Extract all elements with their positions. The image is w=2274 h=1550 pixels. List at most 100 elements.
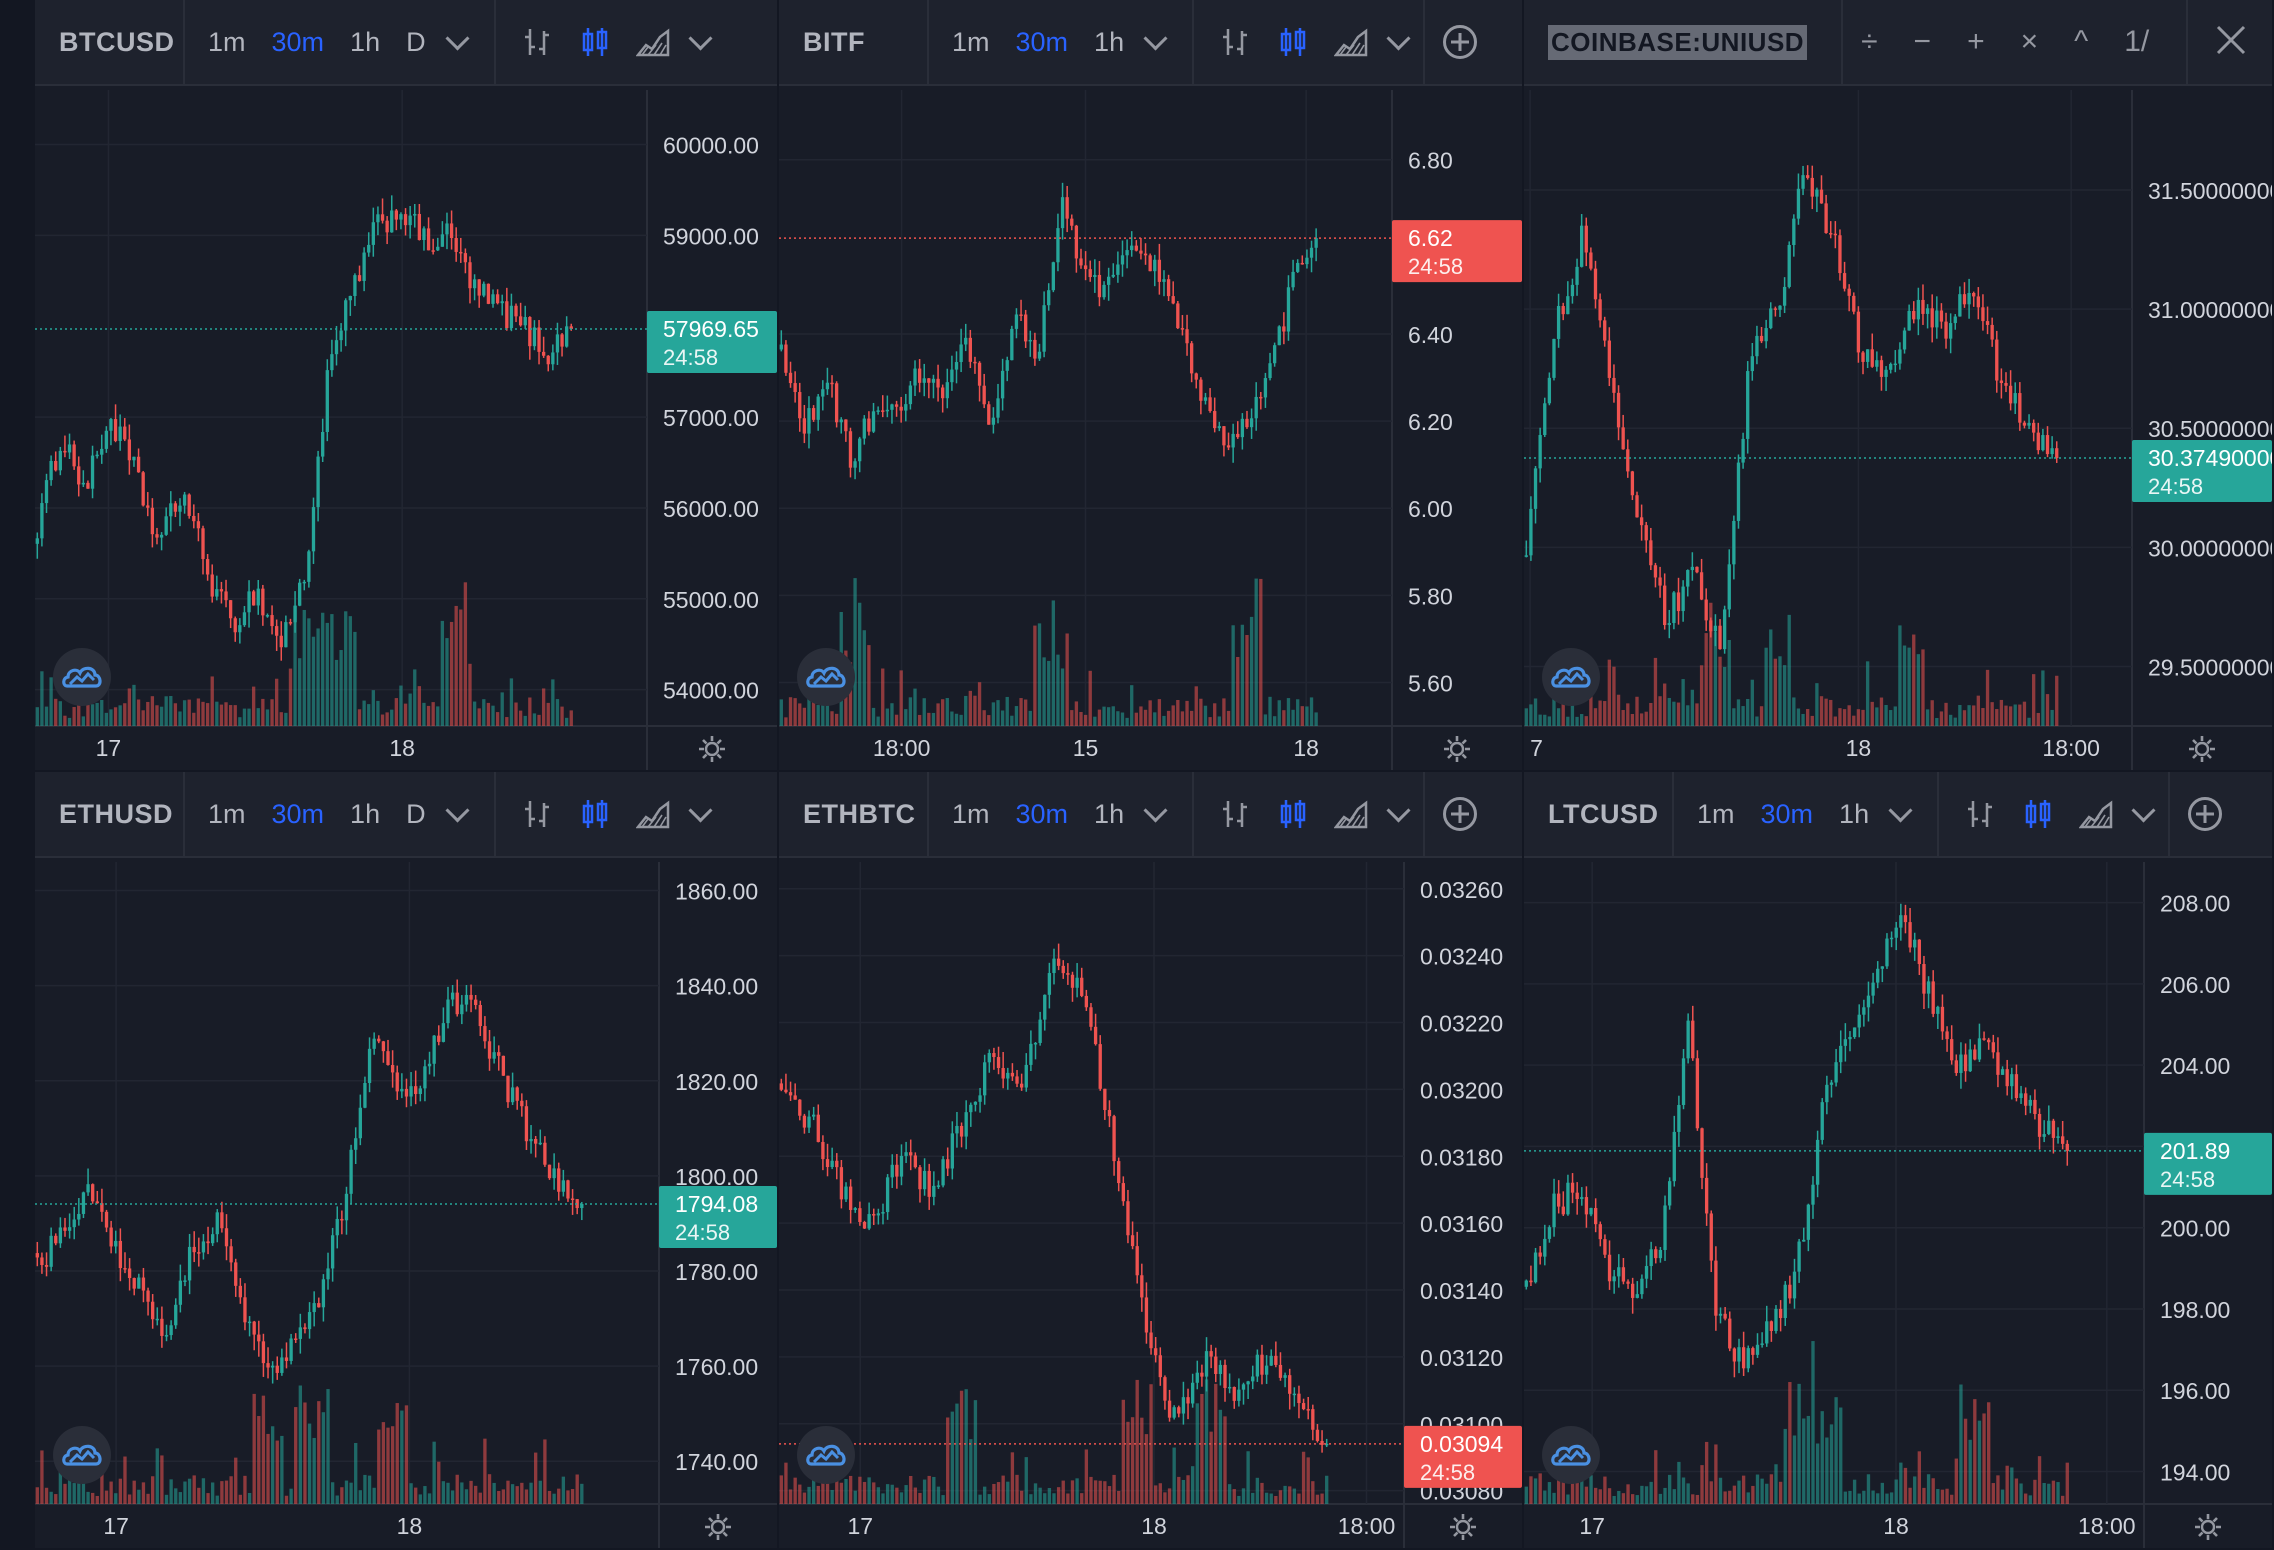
timeframe-30m[interactable]: 30m — [271, 26, 325, 57]
timeframe-30m[interactable]: 30m — [271, 798, 325, 829]
chevron-down-icon[interactable] — [445, 25, 470, 51]
chart-panel-bitf[interactable]: BITF 1m 30m 1h 6.80 6.40 6.20 6.00 5.80 5.60 18:00… — [779, 0, 1522, 770]
bars-icon[interactable] — [520, 25, 554, 59]
chevron-down-icon[interactable] — [1143, 25, 1168, 51]
chevron-down-icon[interactable] — [445, 797, 470, 823]
volume-bar — [1700, 1465, 1704, 1504]
control-button-0[interactable]: ÷ — [1861, 25, 1878, 58]
timeframe-1m[interactable]: 1m — [208, 798, 246, 829]
candles-icon[interactable] — [1276, 797, 1310, 831]
timeframe-D[interactable]: D — [406, 26, 426, 57]
timeframe-D[interactable]: D — [406, 798, 426, 829]
candle-body — [1288, 1375, 1292, 1394]
area-icon[interactable] — [634, 797, 670, 831]
timeframe-30m[interactable]: 30m — [1760, 798, 1814, 829]
candle-body — [1218, 1364, 1223, 1375]
volume-bar — [385, 712, 389, 726]
symbol-name[interactable]: BITF — [779, 0, 929, 84]
chart-canvas[interactable]: 31.5000000031.0000000030.5000000030.0000… — [1524, 90, 2272, 770]
chevron-down-icon[interactable] — [1386, 797, 1411, 823]
gear-icon[interactable] — [703, 1512, 733, 1542]
candle-body — [564, 326, 569, 347]
chart-panel-ethusd[interactable]: ETHUSD 1m 30m 1h D 1860.00 1840.00 1820.00 1800.… — [35, 772, 777, 1548]
timeframe-1m[interactable]: 1m — [1697, 798, 1735, 829]
area-icon[interactable] — [1333, 25, 1368, 59]
candles-icon[interactable] — [2021, 797, 2055, 831]
chart-panel-ltcusd[interactable]: LTCUSD 1m 30m 1h 208.00206.00204.00202.00200… — [1524, 772, 2272, 1548]
volume-bar — [1819, 696, 1824, 726]
chart-canvas[interactable]: 60000.0059000.0057000.0056000.0055000.00… — [35, 90, 777, 770]
symbol-name[interactable]: ETHBTC — [779, 772, 929, 856]
control-button-1[interactable]: − — [1913, 25, 1932, 58]
cloud-logo-icon[interactable] — [797, 1426, 855, 1484]
chevron-down-icon[interactable] — [688, 25, 713, 51]
plus-circle-icon[interactable] — [2188, 797, 2223, 831]
gear-icon[interactable] — [1448, 1512, 1478, 1542]
bars-icon[interactable] — [520, 797, 554, 831]
candle-body — [1922, 964, 1926, 994]
chart-canvas[interactable]: 1860.001840.001820.001800.001780.001760.… — [35, 862, 777, 1548]
cloud-logo-icon[interactable] — [1542, 648, 1600, 706]
chevron-down-icon[interactable] — [2131, 797, 2156, 823]
gear-icon[interactable] — [2193, 1512, 2223, 1542]
candle-body — [560, 334, 564, 347]
timeframe-1m[interactable]: 1m — [208, 26, 246, 57]
candles-icon[interactable] — [1276, 25, 1310, 59]
timeframe-1h[interactable]: 1h — [350, 798, 381, 829]
chevron-down-icon[interactable] — [1888, 797, 1913, 823]
candle-body — [1019, 314, 1023, 316]
gear-icon[interactable] — [697, 734, 727, 764]
candle-body — [844, 419, 848, 432]
chart-panel-btcusd[interactable]: BTCUSD 1m 30m 1h D 60000.00 59000.00 57000.00 56… — [35, 0, 777, 770]
volume-bar — [1880, 1482, 1885, 1504]
volume-bar — [114, 1493, 118, 1504]
candle-body — [1593, 268, 1598, 300]
candle-body — [853, 461, 857, 468]
chart-canvas[interactable]: 208.00206.00204.00202.00200.00198.00196.… — [1524, 862, 2272, 1548]
area-icon[interactable] — [2078, 797, 2113, 831]
timeframe-1m[interactable]: 1m — [952, 798, 990, 829]
timeframe-1h[interactable]: 1h — [1839, 798, 1870, 829]
chevron-down-icon[interactable] — [688, 797, 713, 823]
control-button-5[interactable]: 1/ — [2124, 25, 2150, 58]
chevron-down-icon[interactable] — [1143, 797, 1168, 823]
cloud-logo-icon[interactable] — [53, 1426, 111, 1484]
gear-icon[interactable] — [1442, 734, 1472, 764]
control-button-3[interactable]: × — [2020, 25, 2039, 58]
candles-icon[interactable] — [578, 797, 612, 831]
cloud-logo-icon[interactable] — [797, 648, 855, 706]
cloud-logo-icon[interactable] — [53, 648, 111, 706]
timeframe-1h[interactable]: 1h — [350, 26, 381, 57]
symbol-name[interactable]: COINBASE:UNIUSD — [1524, 0, 1844, 84]
plus-circle-icon[interactable] — [1443, 797, 1478, 831]
candle-body — [1598, 299, 1602, 321]
area-icon[interactable] — [1333, 797, 1368, 831]
timeframe-1h[interactable]: 1h — [1094, 26, 1125, 57]
symbol-name[interactable]: ETHUSD — [35, 772, 185, 856]
close-icon[interactable] — [2214, 23, 2248, 62]
control-button-2[interactable]: + — [1967, 25, 1985, 58]
timeframe-1m[interactable]: 1m — [952, 26, 990, 57]
candle-body — [270, 615, 274, 627]
candles-icon[interactable] — [578, 25, 612, 59]
chart-panel-uniusd[interactable]: COINBASE:UNIUSD ÷ − + × ^ 1/31.50000000 31.0000… — [1524, 0, 2272, 770]
chart-canvas[interactable]: 0.032600.032400.032200.032000.031800.031… — [779, 862, 1522, 1548]
plus-circle-icon[interactable] — [1443, 25, 1478, 59]
bars-icon[interactable] — [1218, 25, 1252, 59]
timeframe-30m[interactable]: 30m — [1015, 798, 1069, 829]
bars-icon[interactable] — [1963, 797, 1997, 831]
candle-body — [1047, 290, 1051, 306]
symbol-name[interactable]: BTCUSD — [35, 0, 185, 84]
bars-icon[interactable] — [1218, 797, 1252, 831]
area-icon[interactable] — [634, 25, 670, 59]
symbol-selected-text[interactable]: COINBASE:UNIUSD — [1548, 24, 1808, 60]
gear-icon[interactable] — [2187, 734, 2217, 764]
chevron-down-icon[interactable] — [1386, 25, 1411, 51]
timeframe-30m[interactable]: 30m — [1015, 26, 1069, 57]
control-button-4[interactable]: ^ — [2074, 25, 2089, 58]
cloud-logo-icon[interactable] — [1542, 1426, 1600, 1484]
chart-panel-ethbtc[interactable]: ETHBTC 1m 30m 1h 0.03260 0.03240 0.03220 0.0320… — [779, 772, 1522, 1548]
symbol-name[interactable]: LTCUSD — [1524, 772, 1674, 856]
timeframe-1h[interactable]: 1h — [1094, 798, 1125, 829]
